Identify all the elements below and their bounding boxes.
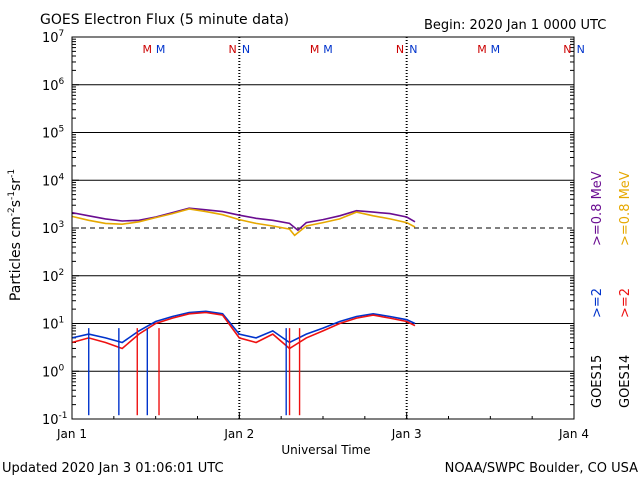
noon-midnight-marker: N <box>242 43 250 56</box>
noon-midnight-marker: N <box>229 43 237 56</box>
legend-goes14-08mev: >=0.8 MeV <box>618 171 633 246</box>
y-label-sup1: -2 <box>7 207 17 216</box>
x-tick-label: Jan 3 <box>391 427 422 441</box>
series-line <box>71 208 416 237</box>
legend-goes15-2mev: >=2 <box>590 288 605 318</box>
y-axis-label: Particles cm-2s-1sr-1 <box>7 169 24 301</box>
axis-layer: 10-1 100 101 102 103 104 105 106 107 Jan 1 Jan 2 Ja… <box>42 29 589 441</box>
data-source: NOAA/SWPC Boulder, CO USA <box>445 461 638 476</box>
noon-midnight-marker: M <box>477 43 487 56</box>
series-line <box>71 311 416 350</box>
noon-midnight-marker: N <box>396 43 404 56</box>
y-tick-label: 102 <box>42 268 64 285</box>
y-tick-label: 10-1 <box>42 411 68 428</box>
noon-midnight-marker: M <box>143 43 153 56</box>
noon-midnight-marker: N <box>563 43 571 56</box>
y-label-sup2: -1 <box>7 191 17 200</box>
x-axis-label: Universal Time <box>281 443 370 457</box>
right-legend: GOES15 GOES14 >=2 >=2 >=0.8 MeV >=0.8 MeV <box>590 171 633 408</box>
legend-goes14-2mev: >=2 <box>618 288 633 318</box>
y-tick-label: 107 <box>42 29 64 46</box>
noon-midnight-marker: N <box>409 43 417 56</box>
noon-midnight-marker: M <box>491 43 501 56</box>
legend-goes15-08mev: >=0.8 MeV <box>590 171 605 246</box>
series-line <box>71 207 416 232</box>
plot-frame <box>71 36 575 420</box>
svg-text:Particles cm-2s-1sr-1: Particles cm-2s-1sr-1 <box>7 169 24 301</box>
noon-midnight-marker: N <box>577 43 585 56</box>
chart-title: GOES Electron Flux (5 minute data) <box>40 12 289 28</box>
series-line <box>71 310 416 344</box>
y-tick-label: 104 <box>42 172 65 189</box>
updated-time: Updated 2020 Jan 3 01:06:01 UTC <box>2 461 224 476</box>
y-label-mid2: sr <box>8 178 24 191</box>
y-tick-label: 105 <box>42 125 64 142</box>
legend-goes15: GOES15 <box>590 355 605 408</box>
noon-midnight-marker: M <box>156 43 166 56</box>
noon-midnight-marker: M <box>323 43 333 56</box>
y-label-sup3: -1 <box>7 169 17 178</box>
y-tick-label: 101 <box>42 316 64 333</box>
begin-time: Begin: 2020 Jan 1 0000 UTC <box>424 18 606 33</box>
noon-midnight-marker: M <box>310 43 320 56</box>
x-tick-label: Jan 1 <box>56 427 87 441</box>
x-tick-label: Jan 2 <box>223 427 254 441</box>
y-tick-label: 103 <box>42 220 64 237</box>
legend-goes14: GOES14 <box>618 355 633 408</box>
x-tick-label: Jan 4 <box>558 427 589 441</box>
series-layer <box>71 207 416 416</box>
y-label-mid1: s <box>8 200 24 207</box>
y-label-base: Particles cm <box>8 216 24 301</box>
y-tick-label: 106 <box>42 77 65 94</box>
y-tick-label: 100 <box>42 363 65 380</box>
